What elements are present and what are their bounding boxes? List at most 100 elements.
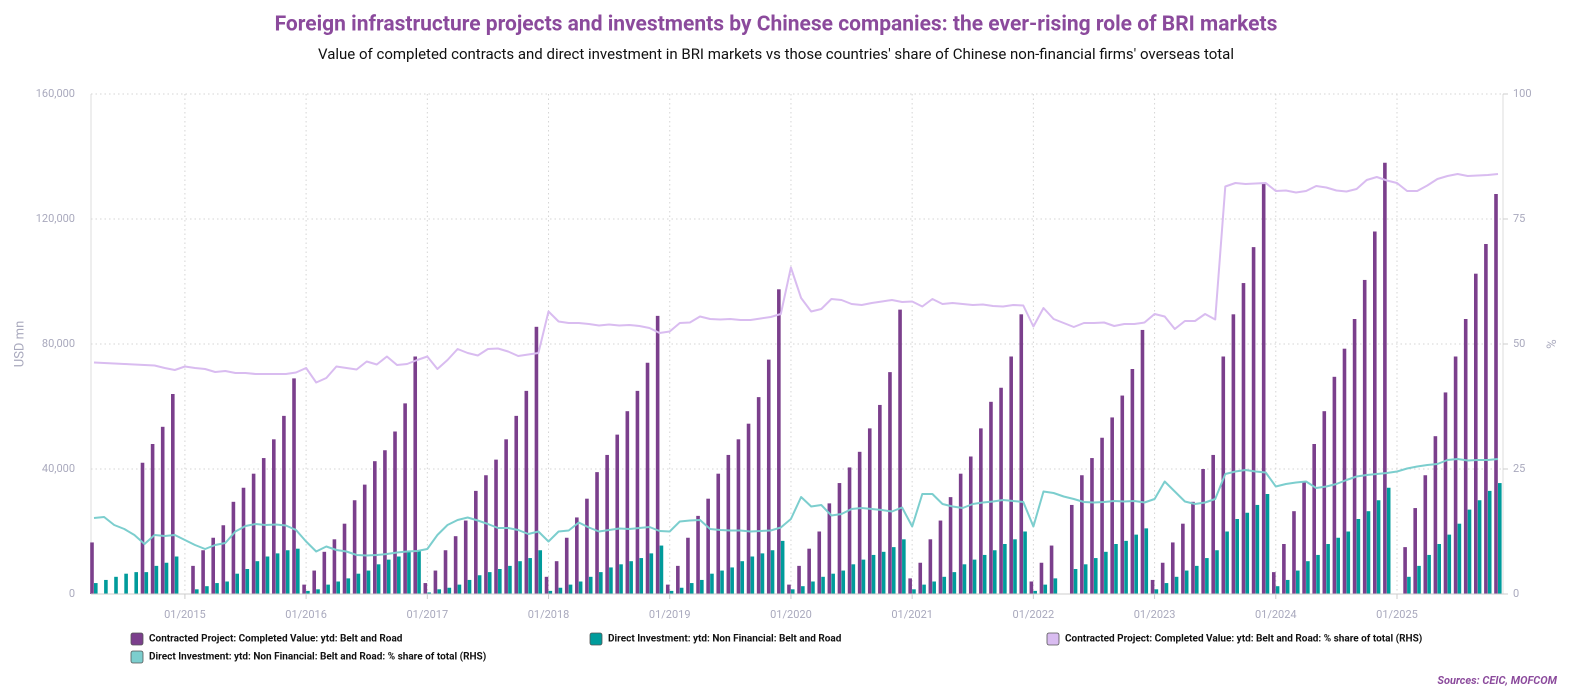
bar [1463,319,1468,594]
bar [1093,558,1098,594]
bar [302,584,306,594]
bar [528,558,532,594]
bar [1453,356,1458,594]
bar [595,472,599,594]
bar [433,570,438,594]
bar [1205,558,1209,594]
bar [231,501,236,594]
bar [801,586,805,594]
bar [1194,565,1199,594]
bar [393,431,397,594]
bar [124,573,128,594]
bar [1181,523,1185,594]
bar [94,583,98,594]
y-tick-label: 160,000 [36,87,75,100]
bar [417,550,421,594]
bar [1160,562,1165,594]
bar [817,531,822,594]
bar [878,404,882,594]
bar [90,542,94,594]
bar [716,473,721,594]
bar [255,561,260,594]
bar [1053,578,1058,594]
bar [1164,583,1169,594]
bar [881,551,886,594]
bar [191,565,195,594]
bar [982,554,987,594]
legend-label: Direct Investment: ytd: Non Financial: B… [608,634,842,645]
bar [649,553,654,594]
bar [1484,244,1488,594]
bar [821,576,825,594]
bar [296,548,300,594]
bar [554,561,559,594]
legend-swatch [130,650,144,664]
bar [942,576,947,594]
x-tick-label: 01/2016 [285,608,327,621]
bar [1433,436,1438,594]
x-tick-label: 01/2015 [164,608,206,621]
legend-label: Contracted Project: Completed Value: ytd… [1065,633,1422,645]
bar [1356,519,1361,594]
bar [235,573,240,594]
bar [241,487,246,594]
bar [912,589,916,594]
bar [538,550,543,594]
bar [710,573,714,594]
x-tick-label: 01/2024 [1255,608,1297,621]
bar [928,539,933,594]
bar [787,584,791,594]
bar [282,415,286,594]
bar [134,572,139,594]
bar [413,356,418,594]
bar [447,587,452,594]
y-tick-label: 80,000 [42,337,75,350]
bar [1282,544,1286,594]
x-tick-label: 01/2019 [649,608,691,621]
bar [686,537,690,594]
bar [376,564,381,594]
bar [245,569,250,594]
bar [1302,481,1306,594]
legend-item: Direct Investment: ytd: Non Financial: B… [130,650,486,664]
bar [1174,576,1179,594]
bar [558,587,563,594]
bar [1009,356,1013,594]
bar [487,572,492,594]
bar [1255,504,1260,594]
bar [362,484,367,594]
bar [322,551,327,594]
bar [524,390,529,594]
bar [1130,369,1135,594]
bar [958,473,963,594]
bar [306,590,310,594]
bar [352,500,357,594]
bar [1477,500,1482,594]
bar [366,570,371,594]
bar [888,372,892,594]
bar [201,550,205,594]
bar [962,564,967,594]
bar [332,539,337,594]
bar [807,548,811,594]
bar [1090,458,1094,594]
bar [346,578,351,594]
bar [427,592,431,594]
bar [1013,539,1017,594]
bar [195,589,199,594]
bar [676,565,680,594]
bar [979,428,983,594]
x-tick-label: 01/2018 [528,608,570,621]
x-tick-label: 01/2021 [891,608,933,621]
bar [205,586,209,594]
bar [1457,523,1462,594]
bar [797,565,801,594]
bar [504,439,508,594]
bar [1473,273,1478,594]
y2-tick-label: 25 [1513,462,1525,475]
bar [1292,511,1296,594]
bar [1003,544,1007,594]
bar [1073,569,1078,594]
bar [665,584,670,594]
